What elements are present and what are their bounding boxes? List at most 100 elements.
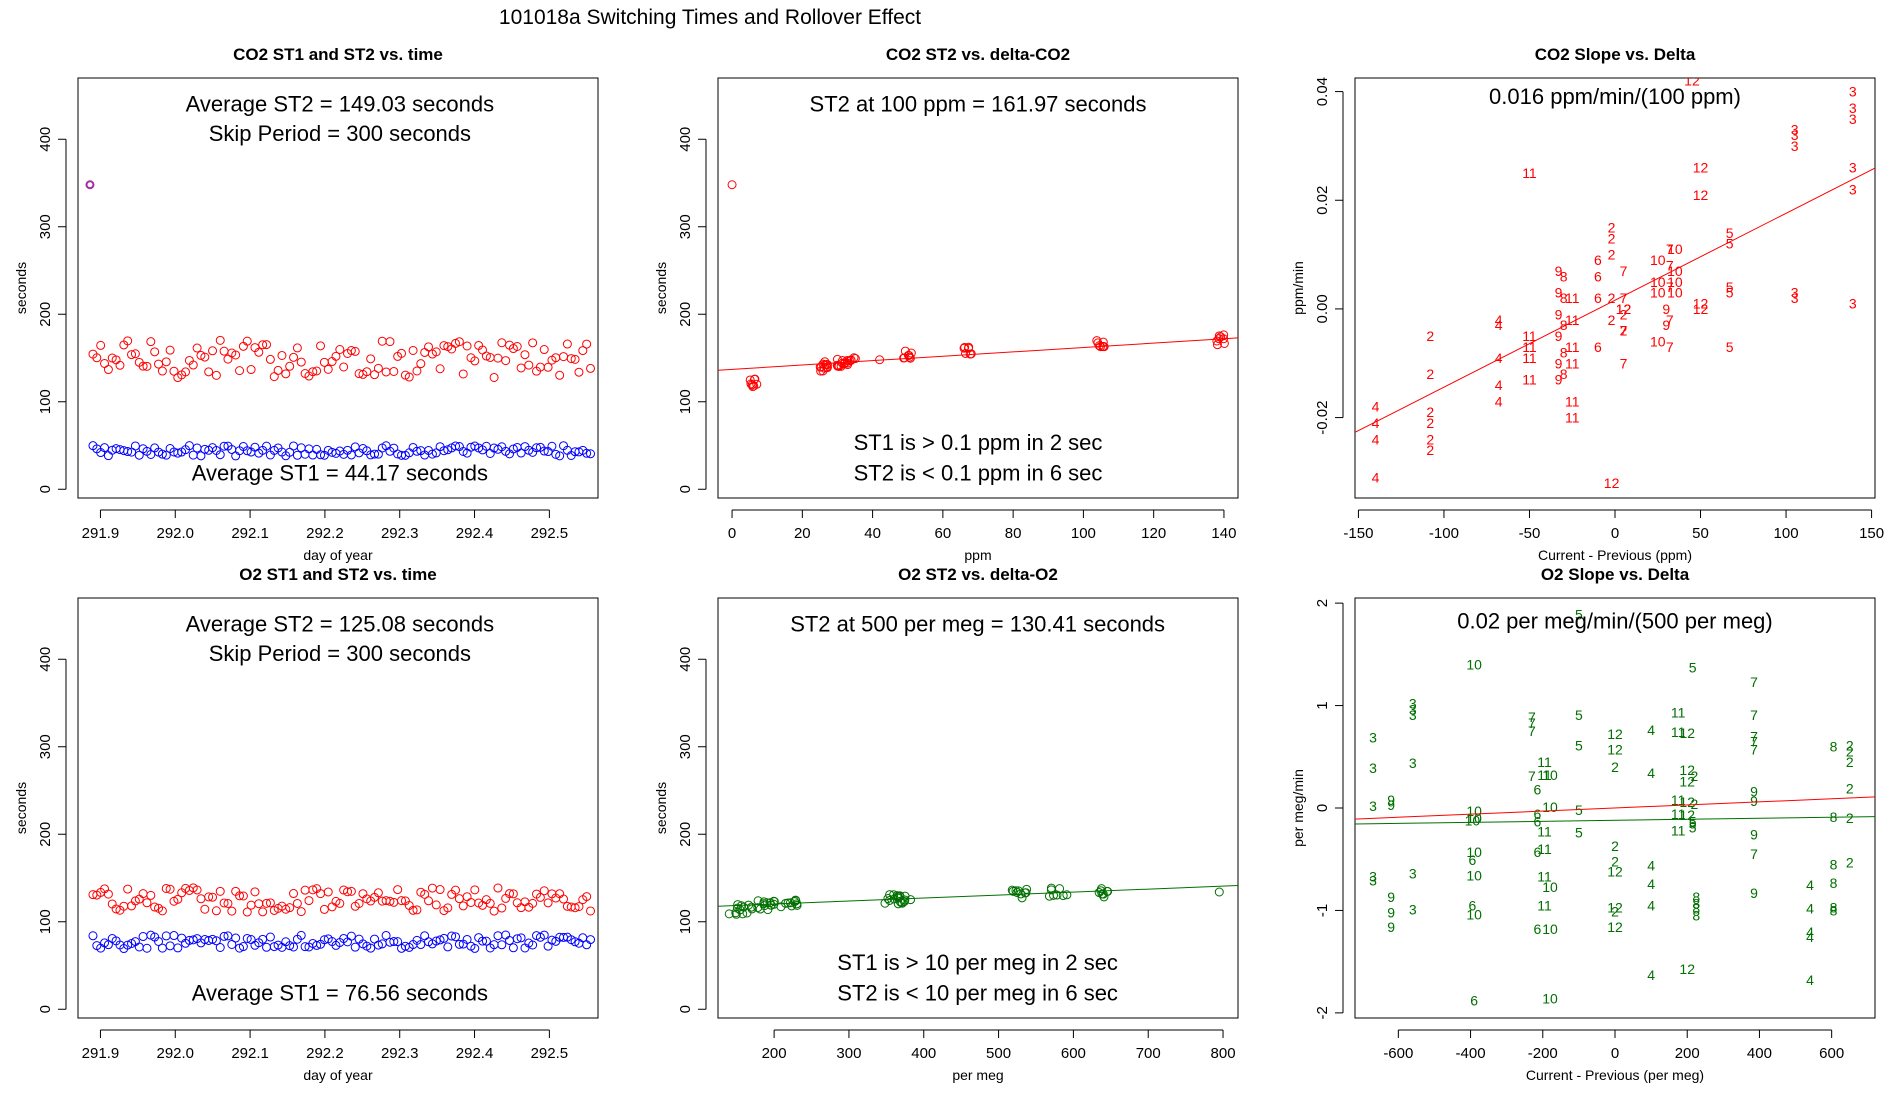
st1-point bbox=[130, 441, 140, 451]
st1-point bbox=[208, 934, 218, 944]
data-point bbox=[900, 895, 910, 905]
fit-line bbox=[1355, 816, 1875, 825]
st1-point bbox=[420, 931, 430, 941]
data-point-label: 11 bbox=[1565, 339, 1580, 355]
chart-title: O2 Slope vs. Delta bbox=[1541, 565, 1690, 584]
data-point-label: 9 bbox=[1555, 355, 1563, 371]
st2-point bbox=[454, 337, 464, 347]
data-point-label: 3 bbox=[1409, 866, 1417, 882]
st2-point bbox=[524, 360, 534, 370]
st2-point bbox=[181, 367, 191, 377]
x-axis-label: Current - Previous (per meg) bbox=[1526, 1067, 1704, 1083]
st1-point bbox=[493, 931, 503, 941]
st1-point bbox=[296, 930, 306, 940]
data-point bbox=[1044, 891, 1054, 901]
annotation: ST2 at 100 ppm = 161.97 seconds bbox=[810, 91, 1147, 116]
data-point-label: 8 bbox=[1560, 290, 1568, 306]
x-tick-label: -150 bbox=[1343, 525, 1373, 542]
st2-point bbox=[412, 905, 422, 915]
st2-point bbox=[319, 904, 329, 914]
data-point-label: 8 bbox=[1830, 875, 1838, 891]
st2-point bbox=[424, 896, 434, 906]
data-point-label: 2 bbox=[1846, 854, 1854, 870]
st1-point bbox=[458, 446, 468, 456]
st1-point bbox=[547, 441, 557, 451]
x-tick-label: 292.3 bbox=[381, 1045, 419, 1062]
st1-point bbox=[285, 941, 295, 951]
data-point-label: 5 bbox=[1575, 738, 1583, 754]
x-tick-label: 292.5 bbox=[531, 525, 569, 542]
st1-point bbox=[555, 451, 565, 461]
st2-point bbox=[165, 884, 175, 894]
st1-point bbox=[370, 449, 380, 459]
st2-point bbox=[281, 369, 291, 379]
st2-point bbox=[115, 360, 125, 370]
data-point bbox=[875, 355, 885, 365]
data-point bbox=[905, 352, 915, 362]
st1-point bbox=[123, 447, 133, 457]
st2-point bbox=[316, 341, 326, 351]
x-tick-label: 0 bbox=[1611, 1045, 1619, 1062]
st2-point bbox=[489, 906, 499, 916]
x-tick-label: 60 bbox=[935, 525, 952, 542]
y-axis-label: seconds bbox=[653, 262, 669, 314]
data-point-label: 4 bbox=[1495, 377, 1503, 393]
annotation: Average ST1 = 44.17 seconds bbox=[192, 461, 488, 486]
st1-point bbox=[231, 451, 241, 461]
st2-point bbox=[373, 888, 383, 898]
st2-point bbox=[335, 345, 345, 355]
y-tick-label: 0 bbox=[1314, 804, 1331, 812]
st2-point bbox=[443, 903, 453, 913]
data-point-label: 11 bbox=[1565, 355, 1580, 371]
data-point-label: 10 bbox=[1542, 879, 1558, 895]
st1-point bbox=[227, 939, 237, 949]
data-point-label: 8 bbox=[1560, 317, 1568, 333]
annotation: Average ST1 = 76.56 seconds bbox=[192, 981, 488, 1006]
fit-line bbox=[1355, 167, 1875, 433]
data-point-label: 2 bbox=[1611, 838, 1619, 854]
st1-point bbox=[350, 442, 360, 452]
data-point-label: 2 bbox=[1846, 738, 1854, 754]
st1-point bbox=[470, 943, 480, 953]
data-point-label: 12 bbox=[1679, 961, 1695, 977]
y-tick-label: 300 bbox=[677, 734, 694, 759]
data-point-label: 5 bbox=[1689, 660, 1697, 676]
y-tick-label: 200 bbox=[37, 302, 54, 327]
st2-point bbox=[485, 898, 495, 908]
y-tick-label: 100 bbox=[37, 909, 54, 934]
st1-point bbox=[516, 448, 526, 458]
data-point-label: 7 bbox=[1666, 241, 1674, 257]
data-point-label: 8 bbox=[1830, 856, 1838, 872]
st1-point bbox=[485, 448, 495, 458]
chart-panels: CO2 ST1 and ST2 vs. time 291.9 292.0 292.1 2… bbox=[13, 45, 1884, 1083]
data-point bbox=[900, 891, 910, 901]
st2-point bbox=[354, 898, 364, 908]
st1-point bbox=[312, 940, 322, 950]
data-point-label: 6 bbox=[1594, 290, 1602, 306]
st2-point bbox=[350, 346, 360, 356]
x-tick-label: 50 bbox=[1692, 525, 1709, 542]
st1-point bbox=[300, 449, 310, 459]
st2-point bbox=[211, 906, 221, 916]
data-point-label: 7 bbox=[1620, 290, 1628, 306]
st1-point bbox=[215, 450, 225, 460]
st2-point bbox=[497, 903, 507, 913]
st1-point bbox=[373, 940, 383, 950]
st2-point bbox=[439, 341, 449, 351]
st2-point bbox=[250, 887, 260, 897]
st2-point bbox=[489, 372, 499, 382]
data-point-label: 3 bbox=[1849, 111, 1857, 127]
data-point-label: 2 bbox=[1608, 230, 1616, 246]
st1-point bbox=[138, 932, 148, 942]
st2-point bbox=[454, 894, 464, 904]
x-tick-label: 80 bbox=[1005, 525, 1022, 542]
st1-point bbox=[88, 931, 98, 941]
x-tick-label: -50 bbox=[1519, 525, 1541, 542]
data-point-label: 2 bbox=[1608, 290, 1616, 306]
st1-point bbox=[215, 943, 225, 953]
x-tick-label: 0 bbox=[728, 525, 736, 542]
data-point-label: 8 bbox=[1560, 344, 1568, 360]
data-point-label: 11 bbox=[1671, 806, 1686, 822]
x-tick-label: 400 bbox=[1747, 1045, 1772, 1062]
st2-point bbox=[273, 365, 283, 375]
